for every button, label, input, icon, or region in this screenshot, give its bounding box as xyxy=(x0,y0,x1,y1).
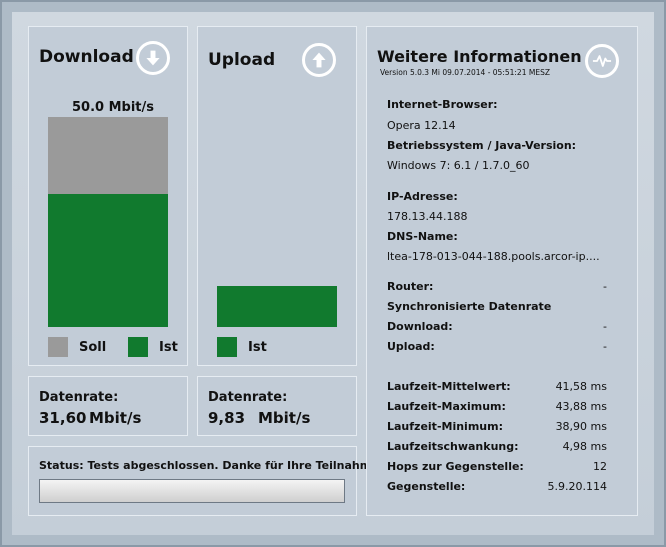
download-bar-chart xyxy=(48,117,168,327)
os-label: Betriebssystem / Java-Version: xyxy=(387,139,577,152)
sync-download-label: Download: xyxy=(387,320,453,333)
latency-mean-value: 41,58 ms xyxy=(555,380,607,393)
ip-label: IP-Adresse: xyxy=(387,190,458,203)
latency-max-value: 43,88 ms xyxy=(555,400,607,413)
remote-host-label: Gegenstelle: xyxy=(387,480,466,493)
legend-ist-swatch xyxy=(128,337,148,357)
download-rate-value: 31,60 xyxy=(39,409,87,427)
info-panel: Weitere Informationen Version 5.0.3 Mi 0… xyxy=(366,26,638,516)
dns-value: ltea-178-013-044-188.pools.arcor-ip.... xyxy=(387,250,600,263)
upload-title: Upload xyxy=(208,50,276,70)
upload-rate-value: 9,83 xyxy=(208,409,246,427)
upload-rate-label: Datenrate: xyxy=(208,390,288,405)
hops-label: Hops zur Gegenstelle: xyxy=(387,460,524,473)
download-rate-panel: Datenrate: 31,60 Mbit/s xyxy=(28,376,188,436)
remote-host-value: 5.9.20.114 xyxy=(547,480,607,493)
download-panel: Download 50.0 Mbit/s Soll Ist xyxy=(28,26,188,366)
heartbeat-circle-icon xyxy=(585,44,619,78)
browser-label: Internet-Browser: xyxy=(387,98,498,111)
legend-ist-label: Ist xyxy=(248,340,267,355)
upload-rate-unit: Mbit/s xyxy=(258,409,311,427)
latency-min-label: Laufzeit-Minimum: xyxy=(387,420,503,433)
upload-bar-chart xyxy=(217,117,337,327)
ip-value: 178.13.44.188 xyxy=(387,210,468,223)
latency-max-label: Laufzeit-Maximum: xyxy=(387,400,506,413)
router-label: Router: xyxy=(387,280,434,293)
latency-mean-label: Laufzeit-Mittelwert: xyxy=(387,380,511,393)
jitter-value: 4,98 ms xyxy=(562,440,607,453)
status-panel: Status: Tests abgeschlossen. Danke für I… xyxy=(28,446,384,516)
download-rate-label: Datenrate: xyxy=(39,390,119,405)
browser-value: Opera 12.14 xyxy=(387,119,456,132)
upload-ist-bar xyxy=(217,285,337,327)
info-title: Weitere Informationen xyxy=(377,47,582,66)
upload-panel: Upload Ist xyxy=(197,26,357,366)
jitter-label: Laufzeitschwankung: xyxy=(387,440,519,453)
download-soll-value-label: 50.0 Mbit/s xyxy=(72,100,154,115)
status-progress-bar xyxy=(39,479,345,503)
dns-label: DNS-Name: xyxy=(387,230,458,243)
sync-rate-label: Synchronisierte Datenrate xyxy=(387,300,552,313)
sync-upload-value: - xyxy=(603,340,607,353)
info-version: Version 5.0.3 Mi 09.07.2014 - 05:51:21 M… xyxy=(380,68,550,77)
legend-soll-swatch xyxy=(48,337,68,357)
arrow-down-circle-icon xyxy=(136,41,170,75)
legend-soll-label: Soll xyxy=(79,340,107,355)
hops-value: 12 xyxy=(593,460,607,473)
os-value: Windows 7: 6.1 / 1.7.0_60 xyxy=(387,159,530,172)
latency-min-value: 38,90 ms xyxy=(555,420,607,433)
sync-upload-label: Upload: xyxy=(387,340,435,353)
download-rate-unit: Mbit/s xyxy=(89,409,142,427)
legend-ist-label: Ist xyxy=(159,340,178,355)
router-value: - xyxy=(603,280,607,293)
legend-ist-swatch xyxy=(217,337,237,357)
sync-download-value: - xyxy=(603,320,607,333)
status-text: Status: Tests abgeschlossen. Danke für I… xyxy=(39,459,384,472)
arrow-up-circle-icon xyxy=(302,43,336,77)
download-title: Download xyxy=(39,47,134,67)
upload-rate-panel: Datenrate: 9,83 Mbit/s xyxy=(197,376,357,436)
download-ist-bar xyxy=(48,194,168,327)
